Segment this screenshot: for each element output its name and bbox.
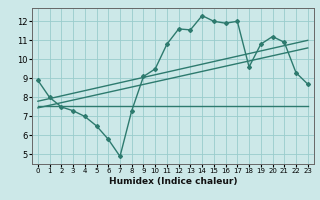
X-axis label: Humidex (Indice chaleur): Humidex (Indice chaleur) <box>108 177 237 186</box>
